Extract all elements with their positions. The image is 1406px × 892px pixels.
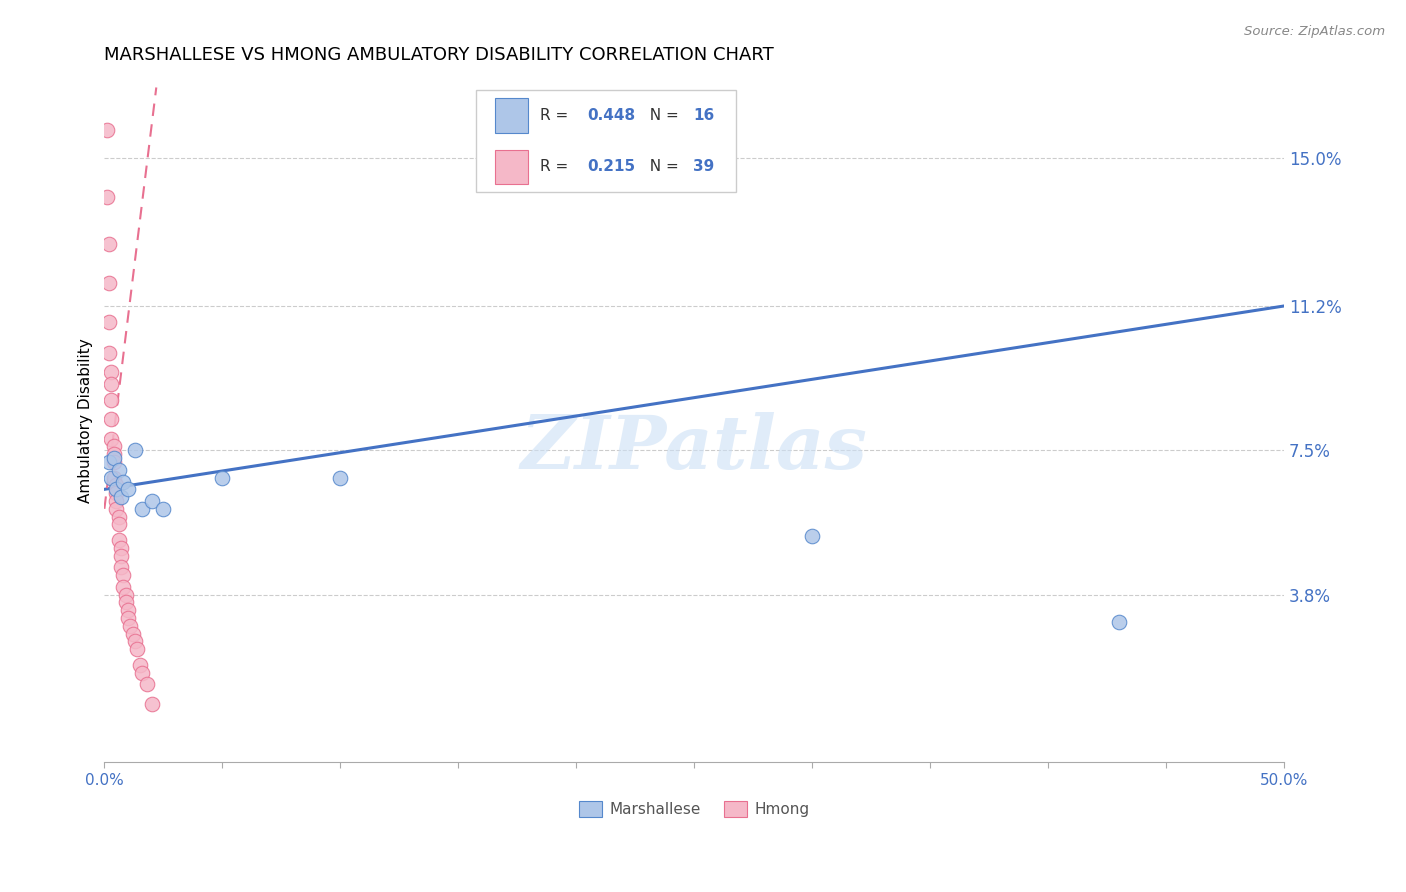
Point — [112, 475, 135, 489]
Point — [105, 486, 128, 500]
Bar — [495, 98, 527, 133]
Legend: Marshallese, Hmong: Marshallese, Hmong — [572, 795, 815, 823]
Y-axis label: Ambulatory Disability: Ambulatory Disability — [79, 339, 93, 503]
Point — [112, 568, 135, 582]
Point — [103, 451, 125, 466]
Point — [105, 483, 128, 497]
Point — [135, 677, 157, 691]
Point — [124, 443, 146, 458]
Point — [141, 697, 163, 711]
Text: 0.448: 0.448 — [586, 108, 636, 123]
Point — [117, 611, 139, 625]
Text: 39: 39 — [693, 159, 714, 174]
Point — [110, 541, 132, 555]
Point — [100, 392, 122, 407]
Point — [114, 595, 136, 609]
Point — [117, 483, 139, 497]
Text: R =: R = — [540, 159, 572, 174]
Point — [98, 345, 121, 359]
Point — [107, 463, 129, 477]
Point — [100, 432, 122, 446]
Point — [131, 501, 153, 516]
Point — [98, 276, 121, 290]
Point — [103, 447, 125, 461]
Point — [105, 478, 128, 492]
Text: 0.215: 0.215 — [586, 159, 636, 174]
Point — [329, 470, 352, 484]
Text: N =: N = — [640, 159, 683, 174]
Point — [100, 365, 122, 379]
Point — [98, 236, 121, 251]
Point — [103, 455, 125, 469]
Point — [98, 314, 121, 328]
Point — [112, 580, 135, 594]
Text: Source: ZipAtlas.com: Source: ZipAtlas.com — [1244, 25, 1385, 38]
Point — [96, 190, 118, 204]
Point — [801, 529, 824, 543]
Point — [110, 560, 132, 574]
Point — [105, 501, 128, 516]
Point — [98, 455, 121, 469]
Point — [124, 634, 146, 648]
Point — [1108, 615, 1130, 629]
Point — [121, 626, 143, 640]
Point — [141, 494, 163, 508]
Text: R =: R = — [540, 108, 572, 123]
Point — [117, 603, 139, 617]
Text: N =: N = — [640, 108, 683, 123]
Point — [103, 470, 125, 484]
Text: ZIPatlas: ZIPatlas — [520, 412, 868, 484]
Point — [131, 665, 153, 680]
Point — [110, 490, 132, 504]
Text: MARSHALLESE VS HMONG AMBULATORY DISABILITY CORRELATION CHART: MARSHALLESE VS HMONG AMBULATORY DISABILI… — [104, 46, 775, 64]
Point — [120, 619, 142, 633]
Point — [127, 642, 149, 657]
Point — [152, 501, 174, 516]
Point — [105, 494, 128, 508]
Point — [100, 470, 122, 484]
Point — [107, 517, 129, 532]
Point — [107, 509, 129, 524]
Point — [100, 412, 122, 426]
Point — [96, 123, 118, 137]
Point — [128, 657, 150, 672]
Bar — [495, 150, 527, 184]
Point — [107, 533, 129, 547]
Point — [100, 376, 122, 391]
Point — [110, 549, 132, 563]
Text: 16: 16 — [693, 108, 714, 123]
Point — [211, 470, 233, 484]
FancyBboxPatch shape — [477, 90, 735, 193]
Point — [114, 588, 136, 602]
Point — [103, 439, 125, 453]
